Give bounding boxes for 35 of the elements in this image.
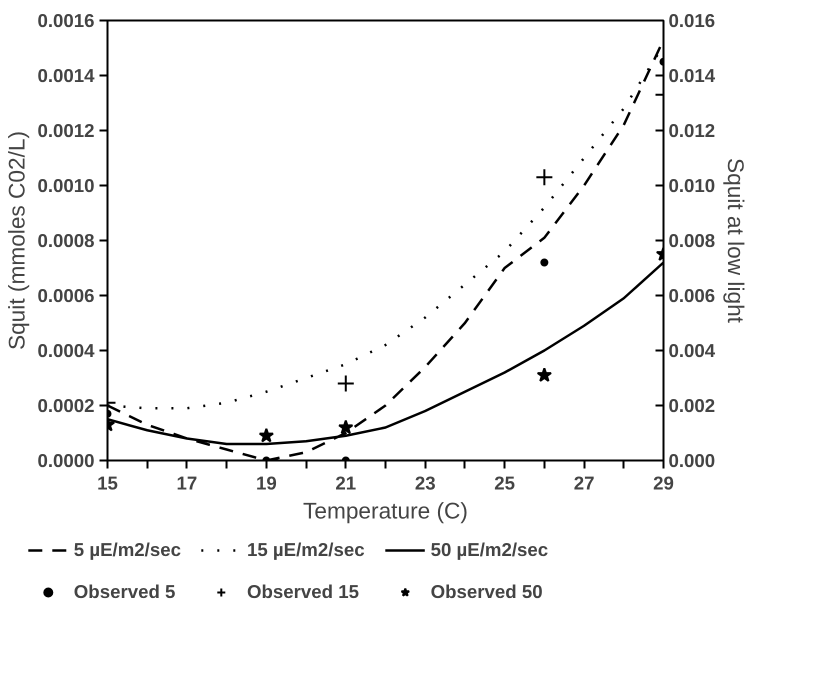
legend-label: Observed 5 [74,581,176,603]
x-tick-label: 21 [335,472,356,494]
y-tick-label: 0.0004 [37,340,96,361]
legend-label: 50 µE/m2/sec [430,539,548,561]
y2-axis-title: Squit at low light [723,158,750,324]
x-tick-label: 27 [574,472,594,494]
x-tick-label: 15 [97,472,118,494]
y2-tick-label: 0.004 [668,340,716,361]
y2-tick-label: 0.012 [668,120,716,141]
x-tick-label: 29 [653,472,674,494]
y-tick-label: 0.0016 [37,10,94,31]
y-axis-title: Squit (mmoles C02/L) [3,130,30,350]
legend-label: 15 µE/m2/sec [247,539,365,561]
y2-tick-label: 0.000 [668,450,716,471]
x-axis-title: Temperature (C) [303,498,468,524]
y-tick-label: 0.0000 [37,450,94,471]
y-tick-label: 0.0012 [37,120,94,141]
y-tick-label: 0.0006 [37,285,94,306]
y2-tick-label: 0.014 [668,65,716,86]
x-tick-label: 25 [494,472,516,494]
x-tick-label: 17 [176,472,198,494]
y-tick-label: 0.0008 [37,230,94,251]
legend-label: Observed 50 [430,581,543,603]
y-tick-label: 0.0010 [37,175,94,196]
legend-label: Observed 15 [247,581,360,603]
legend-label: 5 µE/m2/sec [74,539,181,561]
y2-tick-label: 0.008 [668,230,716,251]
x-tick-label: 19 [256,472,277,494]
x-tick-label: 23 [414,472,436,494]
y2-tick-label: 0.006 [668,285,716,306]
y2-tick-label: 0.002 [668,395,716,416]
y-tick-label: 0.0002 [37,395,94,416]
y-tick-label: 0.0014 [37,65,96,86]
y2-tick-label: 0.016 [668,10,716,31]
y2-tick-label: 0.010 [668,175,716,196]
